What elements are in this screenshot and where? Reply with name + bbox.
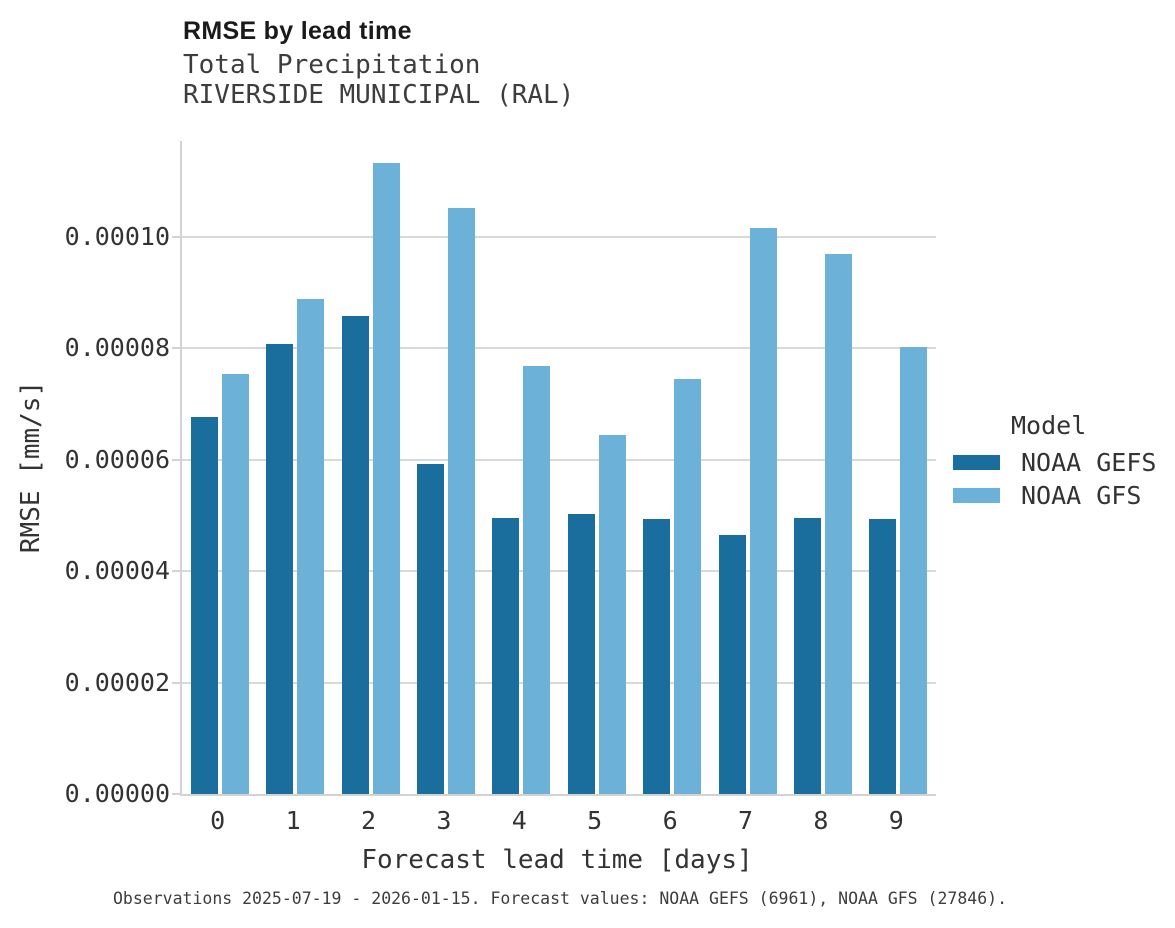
legend-label-noaa-gefs: NOAA GEFS: [1021, 448, 1157, 477]
x-tick-label-6: 6: [662, 806, 678, 835]
x-tick-label-9: 9: [888, 806, 904, 835]
bar-noaa-gfs-day-2: [372, 163, 400, 794]
chart-subtitle-station: RIVERSIDE MUNICIPAL (RAL): [183, 80, 575, 110]
y-tick-mark: [172, 347, 181, 350]
bar-noaa-gefs-day-4: [492, 517, 520, 794]
plot-area: [180, 141, 936, 796]
x-tick-label-8: 8: [813, 806, 829, 835]
bar-noaa-gfs-day-4: [523, 366, 551, 794]
bar-noaa-gefs-day-3: [416, 463, 444, 794]
bar-noaa-gefs-day-6: [643, 518, 671, 794]
legend-swatch-noaa-gfs: [953, 488, 1000, 503]
chart-subtitle-variable: Total Precipitation: [183, 50, 481, 80]
x-axis-title: Forecast lead time [days]: [361, 845, 753, 875]
legend-title: Model: [1011, 411, 1087, 440]
legend-label-noaa-gfs: NOAA GFS: [1021, 481, 1142, 510]
chart-title: RMSE by lead time: [183, 17, 412, 45]
y-tick-mark: [172, 235, 181, 238]
y-tick-mark: [172, 681, 181, 684]
bar-noaa-gefs-day-2: [341, 315, 369, 794]
bar-noaa-gfs-day-6: [674, 379, 702, 794]
bar-noaa-gefs-day-9: [869, 519, 897, 794]
x-tick-label-7: 7: [737, 806, 754, 835]
x-tick-label-4: 4: [511, 806, 527, 835]
y-tick-label: 0.00000: [64, 779, 170, 808]
y-tick-mark: [172, 570, 181, 573]
bar-noaa-gfs-day-1: [297, 298, 325, 794]
bar-noaa-gefs-day-1: [266, 344, 294, 794]
bar-noaa-gefs-day-7: [718, 535, 746, 794]
observations-caption: Observations 2025-07-19 - 2026-01-15. Fo…: [112, 889, 1008, 908]
x-tick-label-5: 5: [587, 806, 603, 835]
x-tick-label-1: 1: [285, 806, 301, 835]
x-tick-label-0: 0: [210, 806, 226, 835]
y-tick-mark: [172, 793, 181, 795]
y-tick-mark: [172, 458, 181, 461]
gridline-0.00006: [182, 458, 936, 461]
bar-noaa-gfs-day-7: [749, 228, 777, 794]
bar-noaa-gefs-day-0: [190, 417, 218, 794]
legend-swatch-noaa-gefs: [953, 455, 1000, 470]
bar-noaa-gefs-day-5: [567, 514, 595, 794]
y-tick-label: 0.00006: [64, 444, 170, 474]
bar-noaa-gfs-day-8: [824, 253, 852, 794]
bar-noaa-gfs-day-5: [598, 434, 626, 794]
gridline-0.00010: [182, 235, 936, 238]
x-tick-label-3: 3: [436, 806, 452, 835]
y-tick-label: 0.00008: [64, 333, 170, 363]
y-tick-label: 0.00010: [64, 221, 170, 251]
bar-noaa-gfs-day-0: [221, 374, 249, 794]
bar-noaa-gfs-day-9: [900, 346, 928, 794]
y-tick-label: 0.00002: [64, 667, 170, 697]
bar-noaa-gefs-day-8: [793, 517, 821, 794]
bar-noaa-gfs-day-3: [447, 207, 475, 794]
y-tick-label: 0.00004: [64, 556, 170, 586]
gridline-0.00002: [182, 681, 936, 684]
gridline-0.00008: [182, 347, 936, 350]
x-tick-label-2: 2: [360, 806, 377, 835]
gridline-0.00004: [182, 570, 936, 573]
